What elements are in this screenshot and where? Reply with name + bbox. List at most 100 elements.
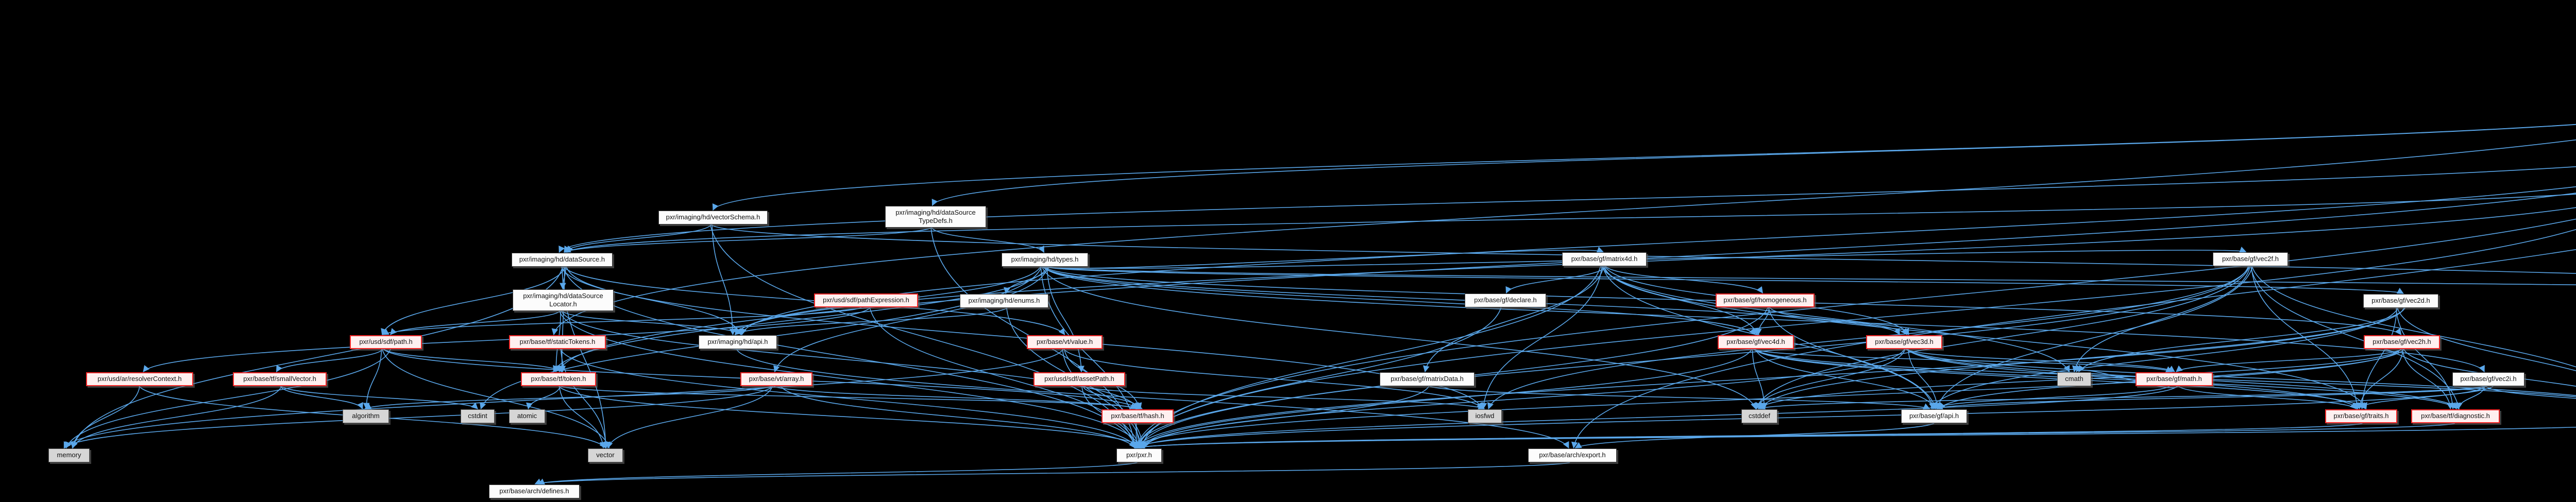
edge-vec2d-to-diagnostic [2396, 307, 2456, 410]
graph-node-vec4d[interactable]: pxr/base/gf/vec4d.h [1718, 335, 1794, 349]
graph-node-cmath[interactable]: cmath [2057, 372, 2091, 386]
edge-vec4d-to-gfmath [1753, 349, 2173, 373]
edge-vec2f-to-gfapi [1935, 266, 2253, 410]
edge-paramlist-to-statictokens [551, 139, 2576, 336]
graph-node-sdfpath[interactable]: pxr/usd/sdf/path.h [350, 335, 422, 349]
edge-pxr-to-archdefines [537, 462, 1138, 485]
edge-archexport-to-archdefines [534, 462, 1570, 485]
edge-sdfpath-to-memory [65, 349, 391, 449]
edge-matrix4d-to-iosfwd [1480, 266, 1602, 410]
graph-node-traits[interactable]: pxr/base/gf/traits.h [2325, 409, 2397, 423]
graph-node-cstdint[interactable]: cstdint [461, 409, 495, 423]
graph-node-datasource[interactable]: pxr/imaging/hd/dataSource.h [512, 253, 613, 267]
graph-node-enums[interactable]: pxr/imaging/hd/enums.h [960, 294, 1048, 308]
edge-smallvector-to-algorithm [280, 386, 363, 410]
graph-node-algorithm[interactable]: algorithm [343, 409, 389, 423]
graph-node-iosfwd[interactable]: iosfwd [1468, 409, 1502, 423]
graph-node-hash[interactable]: pxr/base/tf/hash.h [1101, 409, 1174, 423]
graph-node-gfapi[interactable]: pxr/base/gf/api.h [1901, 409, 1967, 423]
graph-node-smallvector[interactable]: pxr/base/tf/smallVector.h [233, 372, 327, 386]
graph-node-resolverctx[interactable]: pxr/usd/ar/resolverContext.h [86, 372, 193, 386]
edge-vec2h-to-diagnostic [2402, 349, 2453, 410]
edge-vec2d-to-limits [2397, 307, 2576, 371]
edge-statictokens-to-vector [560, 349, 609, 449]
graph-node-dslocator[interactable]: pxr/imaging/hd/dataSource Locator.h [513, 289, 614, 311]
edge-enums-to-hdapi [734, 307, 1008, 335]
graph-node-array[interactable]: pxr/base/vt/array.h [740, 372, 812, 386]
edge-array-to-pxr [780, 386, 1136, 449]
edge-datasource-to-sdfpath [381, 266, 566, 336]
edge-pathexpr-to-sdfpath [382, 307, 862, 335]
edge-vec2h-to-pxr [1134, 349, 2401, 449]
graph-node-homogeneous[interactable]: pxr/base/gf/homogeneous.h [1716, 293, 1815, 307]
graph-node-vectorschema[interactable]: pxr/imaging/hd/vectorSchema.h [658, 211, 768, 224]
graph-node-assetpath[interactable]: pxr/usd/sdf/assetPath.h [1033, 372, 1125, 386]
edge-vec2d-to-cmath [2078, 307, 2406, 373]
graph-node-dstypedefs[interactable]: pxr/imaging/hd/dataSource TypeDefs.h [885, 206, 986, 228]
graph-node-hdapi[interactable]: pxr/imaging/hd/api.h [699, 335, 777, 349]
edge-vectorschema-to-datasource [564, 224, 712, 253]
graph-node-cstddef[interactable]: cstddef [1741, 409, 1777, 423]
edge-schema-to-datasource [566, 194, 2576, 253]
edge-token-to-vector [559, 386, 606, 449]
edge-array-to-memory [64, 386, 774, 448]
graph-node-pathexpr[interactable]: pxr/usd/sdf/pathExpression.h [814, 293, 918, 307]
edge-assetpath-to-iosfwd [1082, 386, 1485, 409]
edge-sdfpath-to-algorithm [363, 349, 382, 410]
edge-vec2i-to-limits [2485, 386, 2576, 399]
graph-node-memory[interactable]: memory [48, 448, 90, 462]
graph-node-matrixdata[interactable]: pxr/base/gf/matrixData.h [1380, 372, 1475, 386]
edge-datasource-to-hdapi [566, 266, 742, 336]
edge-schema-to-pxr [1135, 229, 2576, 449]
edge-limits-to-pxr [1134, 426, 2576, 448]
graph-node-vec2d[interactable]: pxr/base/gf/vec2d.h [2363, 294, 2438, 308]
edge-matrix4d-to-traits [1602, 266, 2367, 410]
graph-node-vec2i[interactable]: pxr/base/gf/vec2i.h [2452, 372, 2524, 386]
edge-vec3d-to-pxr [1143, 349, 1905, 449]
edge-homogeneous-to-vec3d [1769, 307, 1900, 336]
edge-gfmath-to-cmath [2076, 365, 2178, 389]
graph-node-archexport[interactable]: pxr/base/arch/export.h [1528, 448, 1617, 462]
graph-node-vec3d[interactable]: pxr/base/gf/vec3d.h [1866, 335, 1942, 349]
edge-types-to-vec4d [1042, 266, 1756, 336]
edge-vec2i-to-cstddef [1758, 386, 2484, 410]
graph-node-matrix4d[interactable]: pxr/base/gf/matrix4d.h [1562, 252, 1647, 266]
edge-statictokens-to-pxr [560, 349, 1137, 449]
edge-dstypedefs-to-types [931, 227, 1045, 253]
graph-node-gfmath[interactable]: pxr/base/gf/math.h [2136, 372, 2213, 386]
graph-node-value[interactable]: pxr/base/vt/value.h [1027, 335, 1103, 349]
edge-prman_typedefs-to-dstypedefs [931, 124, 2576, 206]
edge-token-to-pxr [558, 386, 1145, 448]
edge-array-to-hash [773, 386, 1137, 409]
graph-node-pxr[interactable]: pxr/pxr.h [1116, 448, 1162, 462]
edge-smallvector-to-cstdint [280, 386, 478, 409]
edge-sdfpath-to-token [383, 349, 563, 372]
edge-token-to-atomic [526, 386, 561, 410]
edge-gfmath-to-pxr [1137, 386, 2178, 448]
edge-matrixdata-to-pxr [1141, 386, 1430, 449]
graph-node-declare[interactable]: pxr/base/gf/declare.h [1465, 293, 1546, 307]
graph-node-vector[interactable]: vector [588, 448, 623, 462]
edge-matrix4d-to-pxr [1139, 266, 1601, 449]
edge-vec2f-to-limits [2251, 266, 2576, 368]
edge-vectorschema-to-pxr [709, 224, 1137, 449]
edge-vec2f-to-pxr [1138, 266, 2249, 449]
edge-pathexpr-to-resolverctx [143, 307, 871, 373]
edge-vec4d-to-diagnostic [1753, 349, 2458, 409]
edge-vec2d-to-cstddef [1760, 307, 2405, 410]
graph-node-vec2f[interactable]: pxr/base/gf/vec2f.h [2213, 252, 2288, 266]
edge-sdfpath-to-vector [382, 349, 611, 449]
graph-node-atomic[interactable]: atomic [509, 409, 545, 423]
graph-node-token[interactable]: pxr/base/tf/token.h [521, 372, 596, 386]
graph-node-diagnostic[interactable]: pxr/base/tf/diagnostic.h [2411, 409, 2500, 423]
graph-node-statictokens[interactable]: pxr/base/tf/staticTokens.h [509, 335, 606, 349]
graph-node-vec2h[interactable]: pxr/base/gf/vec2h.h [2364, 335, 2440, 349]
edge-vectorschema-to-version [710, 224, 2576, 274]
edge-types-to-cstddef [1041, 266, 1757, 410]
graph-node-types[interactable]: pxr/imaging/hd/types.h [1002, 253, 1088, 267]
edge-vectorschema-to-hdapi [711, 224, 736, 336]
edge-homogeneous-to-vec4d [1755, 307, 1770, 336]
graph-node-archdefines[interactable]: pxr/base/arch/defines.h [489, 484, 580, 498]
